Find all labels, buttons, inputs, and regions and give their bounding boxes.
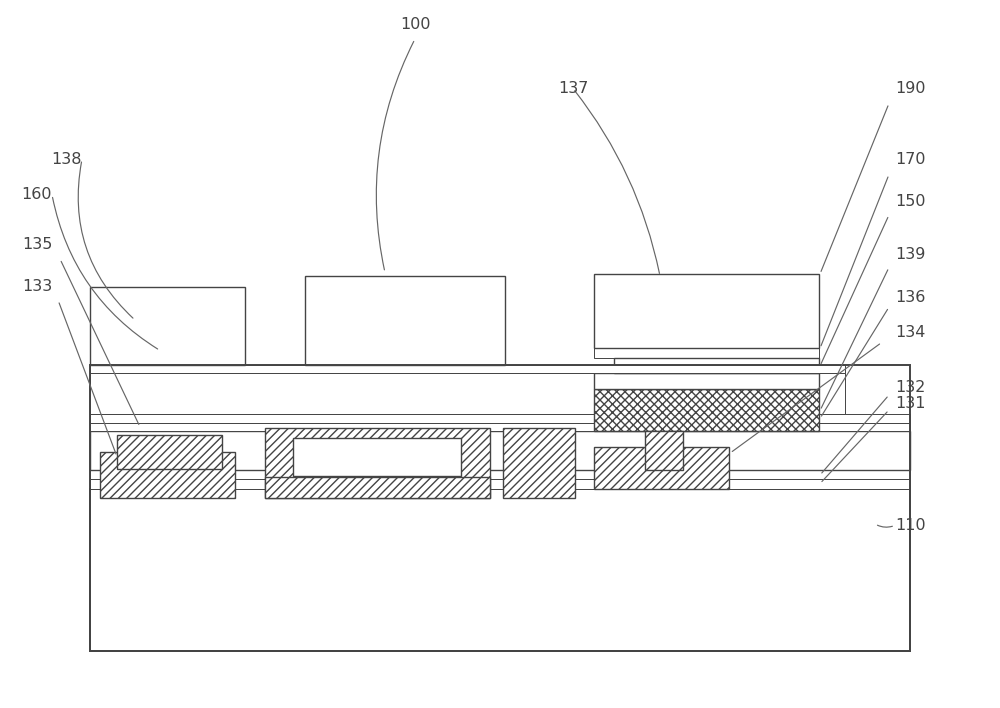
Bar xyxy=(305,276,505,365)
Text: 131: 131 xyxy=(895,396,926,411)
Text: 133: 133 xyxy=(23,279,53,295)
Bar xyxy=(503,428,575,498)
Bar xyxy=(614,358,819,373)
Bar xyxy=(90,470,910,479)
Bar xyxy=(117,435,222,469)
Text: 137: 137 xyxy=(558,81,588,96)
Bar xyxy=(645,431,683,470)
Bar xyxy=(90,365,845,373)
Bar xyxy=(90,287,245,365)
Text: 110: 110 xyxy=(895,518,926,533)
Text: 170: 170 xyxy=(895,152,926,167)
Text: 134: 134 xyxy=(895,325,925,341)
FancyArrowPatch shape xyxy=(376,42,414,270)
Text: 138: 138 xyxy=(52,152,82,167)
Bar xyxy=(265,428,490,498)
Text: 150: 150 xyxy=(895,194,926,210)
Bar xyxy=(90,431,910,470)
Bar xyxy=(90,489,910,651)
Bar xyxy=(594,274,819,348)
Bar xyxy=(594,447,729,489)
Bar xyxy=(100,452,235,498)
Text: 132: 132 xyxy=(895,380,925,396)
Text: 136: 136 xyxy=(895,290,925,305)
Bar xyxy=(594,389,819,431)
Bar xyxy=(90,423,910,431)
Text: 190: 190 xyxy=(895,81,926,96)
Bar xyxy=(594,348,819,358)
Bar xyxy=(90,365,910,651)
Bar xyxy=(90,414,910,423)
Bar xyxy=(265,477,490,498)
Text: 160: 160 xyxy=(22,187,52,202)
Bar xyxy=(90,479,910,489)
FancyArrowPatch shape xyxy=(575,91,659,273)
FancyArrowPatch shape xyxy=(53,198,158,349)
Bar xyxy=(594,373,819,389)
Text: 100: 100 xyxy=(400,17,430,33)
Bar xyxy=(90,373,845,414)
Text: 139: 139 xyxy=(895,247,925,263)
Text: 135: 135 xyxy=(23,236,53,252)
Bar xyxy=(293,438,461,476)
FancyArrowPatch shape xyxy=(877,525,892,527)
FancyArrowPatch shape xyxy=(78,162,133,318)
